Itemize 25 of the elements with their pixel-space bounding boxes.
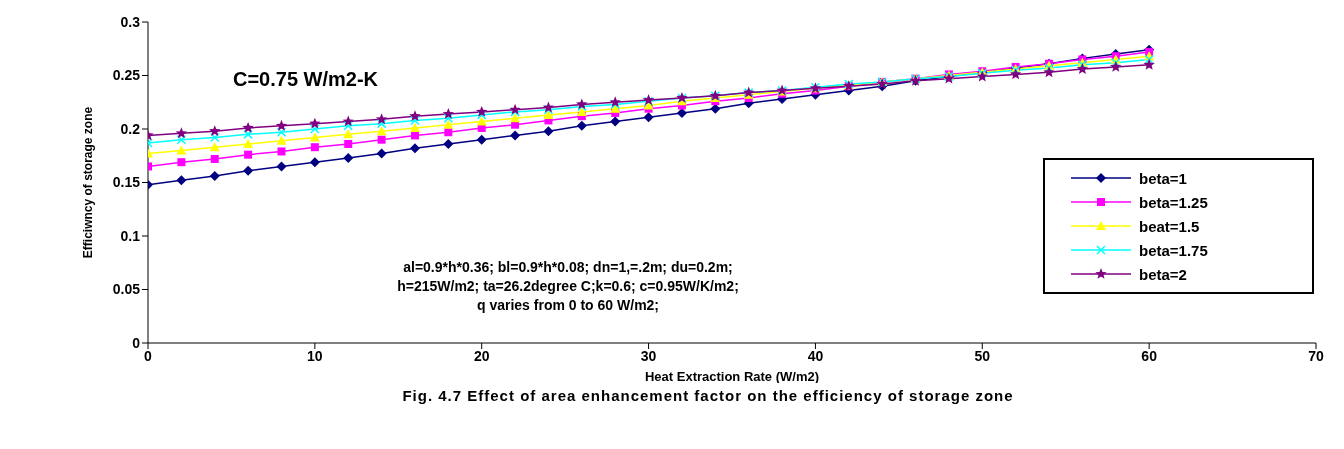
y-tick-label: 0.1	[120, 227, 141, 244]
x-tick-label: 70	[1308, 347, 1324, 364]
legend-label: beta=1.75	[1139, 241, 1208, 259]
x-tick-label: 0	[144, 347, 153, 364]
legend-label: beta=1	[1139, 169, 1187, 187]
x-tick-label: 60	[1141, 347, 1158, 364]
x-tick-label: 50	[974, 347, 991, 364]
x-tick-label: 10	[307, 347, 323, 364]
y-tick-label: 0.05	[112, 281, 141, 298]
legend-label: beta=1.25	[1139, 193, 1208, 211]
text: Fig. 4.7 Effect of area enhancement factor on the efficiency of storage zone	[401, 386, 1015, 406]
x-tick-label: 30	[640, 347, 657, 364]
legend-label: beta=2	[1139, 265, 1187, 283]
y-axis-title: Efficiwncy of storage zone	[81, 106, 96, 259]
legend-label: beat=1.5	[1139, 217, 1200, 235]
y-tick-label: 0.2	[120, 120, 141, 137]
annotation: C=0.75 W/m2-K	[233, 67, 380, 92]
y-tick-label: 0.15	[112, 174, 141, 191]
y-tick-label: 0	[132, 334, 141, 351]
y-tick-label: 0.25	[112, 67, 141, 84]
annotation: al=0.9*h*0.36; bl=0.9*h*0.08; dn=1,=.2m; du=0.2m; h=215W/m2; ta=26.2degree C;k=0.6; c=0.95W/K/m2; q varies from 0 to 60 W/m2;	[396, 258, 740, 315]
y-tick-label: 0.3	[120, 13, 141, 30]
x-tick-label: 20	[473, 347, 490, 364]
x-tick-label: 40	[807, 347, 824, 364]
x-axis-title: Heat Extraction Rate (W/m2)	[644, 369, 820, 384]
